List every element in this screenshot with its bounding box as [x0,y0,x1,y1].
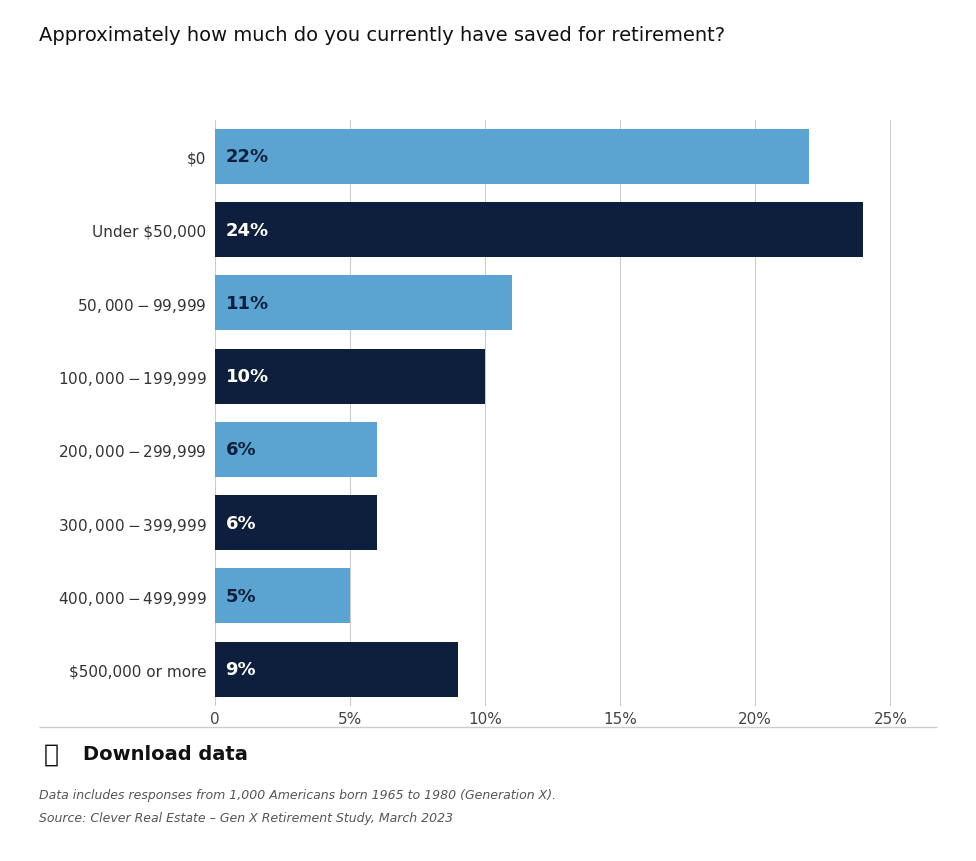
Bar [215,276,512,331]
Text: Data includes responses from 1,000 Americans born 1965 to 1980 (Generation X).: Data includes responses from 1,000 Ameri… [39,788,556,801]
Text: 11%: 11% [225,294,268,313]
Text: 5%: 5% [225,587,256,605]
Text: Download data: Download data [83,744,248,763]
Bar [215,130,809,184]
Bar [215,203,864,257]
Bar [215,350,485,404]
Text: 10%: 10% [225,368,268,386]
Text: 22%: 22% [225,148,268,166]
Bar [215,569,349,623]
Bar [215,423,377,477]
Text: 9%: 9% [225,660,256,678]
Text: Approximately how much do you currently have saved for retirement?: Approximately how much do you currently … [39,26,725,45]
Text: 24%: 24% [225,221,268,239]
Text: Source: Clever Real Estate – Gen X Retirement Study, March 2023: Source: Clever Real Estate – Gen X Retir… [39,811,453,824]
Text: ⤓: ⤓ [44,741,59,765]
Bar [215,642,458,697]
Text: 6%: 6% [225,441,256,459]
Bar [215,496,377,550]
Text: 6%: 6% [225,514,256,532]
